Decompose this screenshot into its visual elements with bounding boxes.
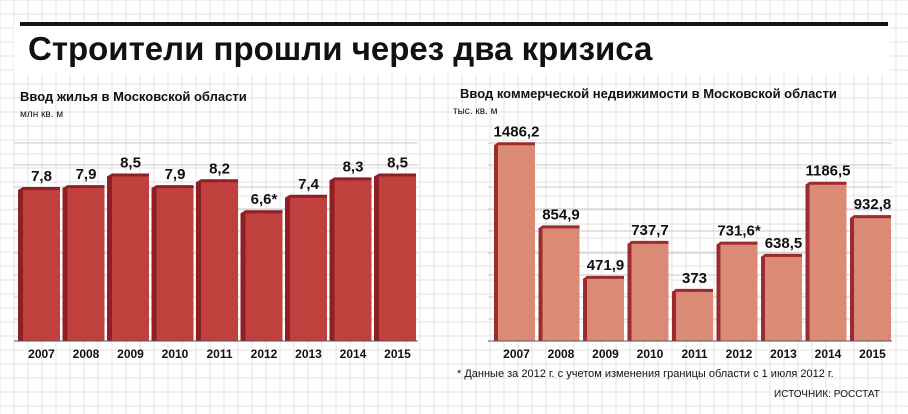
commercial-tick-label: 2009 xyxy=(592,347,619,361)
commercial-value-label: 638,5 xyxy=(765,235,803,252)
commercial-bar xyxy=(498,145,535,341)
commercial-bar xyxy=(587,278,624,341)
commercial-bar xyxy=(542,228,580,341)
chart-commercial-unit: тыс. кв. м xyxy=(453,106,498,117)
commercial-tick-label: 2011 xyxy=(681,347,707,361)
housing-value-label: 7,9 xyxy=(165,166,186,183)
commercial-value-label: 731,6* xyxy=(717,223,761,240)
source: ИСТОЧНИК: РОССТАТ xyxy=(774,389,880,400)
housing-bar xyxy=(156,188,194,341)
housing-bar xyxy=(112,176,149,341)
housing-value-label: 7,4 xyxy=(298,176,320,193)
housing-value-label: 8,5 xyxy=(387,154,408,171)
page-title: Строители прошли через два кризиса xyxy=(28,30,653,67)
chart-housing-unit: млн кв. м xyxy=(20,109,63,120)
commercial-tick-label: 2014 xyxy=(815,347,842,361)
housing-value-label: 8,2 xyxy=(209,160,230,177)
housing-tick-label: 2008 xyxy=(73,347,100,361)
commercial-bar xyxy=(720,244,758,341)
housing-bar xyxy=(290,197,327,341)
housing-tick-label: 2009 xyxy=(117,347,144,361)
chart-commercial-plot: 1486,2 854,9 471,9 737,7 373 731,6*638,5 1186,… xyxy=(488,123,892,361)
title-bar-top xyxy=(20,22,888,26)
commercial-value-label: 373 xyxy=(682,270,707,287)
housing-bar xyxy=(334,180,372,341)
chart-housing-plot: 7,8 7,9 8,5 7,9 8,2 6,6* 7,4 8,3 8,5 2007 2008 2009… xyxy=(14,142,418,361)
commercial-tick-label: 2010 xyxy=(637,347,664,361)
commercial-tick-label: 2013 xyxy=(770,347,797,361)
commercial-bar xyxy=(765,256,802,341)
housing-value-label: 7,9 xyxy=(76,166,97,183)
housing-tick-label: 2007 xyxy=(28,347,55,361)
commercial-value-label: 737,7 xyxy=(631,222,669,239)
housing-tick-label: 2010 xyxy=(162,347,189,361)
housing-tick-label: 2013 xyxy=(295,347,322,361)
commercial-value-label: 471,9 xyxy=(587,257,625,274)
housing-value-label: 6,6* xyxy=(251,191,278,208)
housing-value-label: 7,8 xyxy=(31,168,52,185)
commercial-bar xyxy=(676,291,713,341)
housing-tick-label: 2012 xyxy=(251,347,278,361)
commercial-value-label: 854,9 xyxy=(542,206,580,223)
footnote: * Данные за 2012 г. с учетом изменения г… xyxy=(457,368,834,380)
commercial-tick-label: 2015 xyxy=(859,347,886,361)
commercial-value-label: 932,8 xyxy=(854,196,892,213)
housing-value-label: 8,5 xyxy=(120,154,141,171)
housing-bar xyxy=(245,213,283,341)
housing-bar xyxy=(23,190,60,341)
housing-value-label: 8,3 xyxy=(343,158,364,175)
housing-bar xyxy=(201,182,238,341)
commercial-value-label: 1486,2 xyxy=(494,123,540,140)
commercial-bar xyxy=(854,218,891,341)
commercial-tick-label: 2007 xyxy=(503,347,530,361)
commercial-tick-label: 2012 xyxy=(726,347,753,361)
chart-commercial-title: Ввод коммерческой недвижимости в Московс… xyxy=(460,86,837,101)
housing-tick-label: 2014 xyxy=(340,347,367,361)
commercial-value-label: 1186,5 xyxy=(805,163,850,180)
commercial-bar xyxy=(631,243,669,341)
chart-housing-title: Ввод жилья в Московской области xyxy=(20,89,247,104)
commercial-bar xyxy=(809,184,847,341)
housing-bar xyxy=(379,176,416,341)
chart-commercial: Ввод коммерческой недвижимости в Московс… xyxy=(453,86,892,361)
housing-bar xyxy=(67,188,105,341)
housing-tick-label: 2011 xyxy=(206,347,232,361)
title-box xyxy=(14,22,890,74)
commercial-tick-label: 2008 xyxy=(548,347,575,361)
chart-housing: Ввод жилья в Московской области млн кв. … xyxy=(14,89,418,361)
housing-tick-label: 2015 xyxy=(384,347,411,361)
